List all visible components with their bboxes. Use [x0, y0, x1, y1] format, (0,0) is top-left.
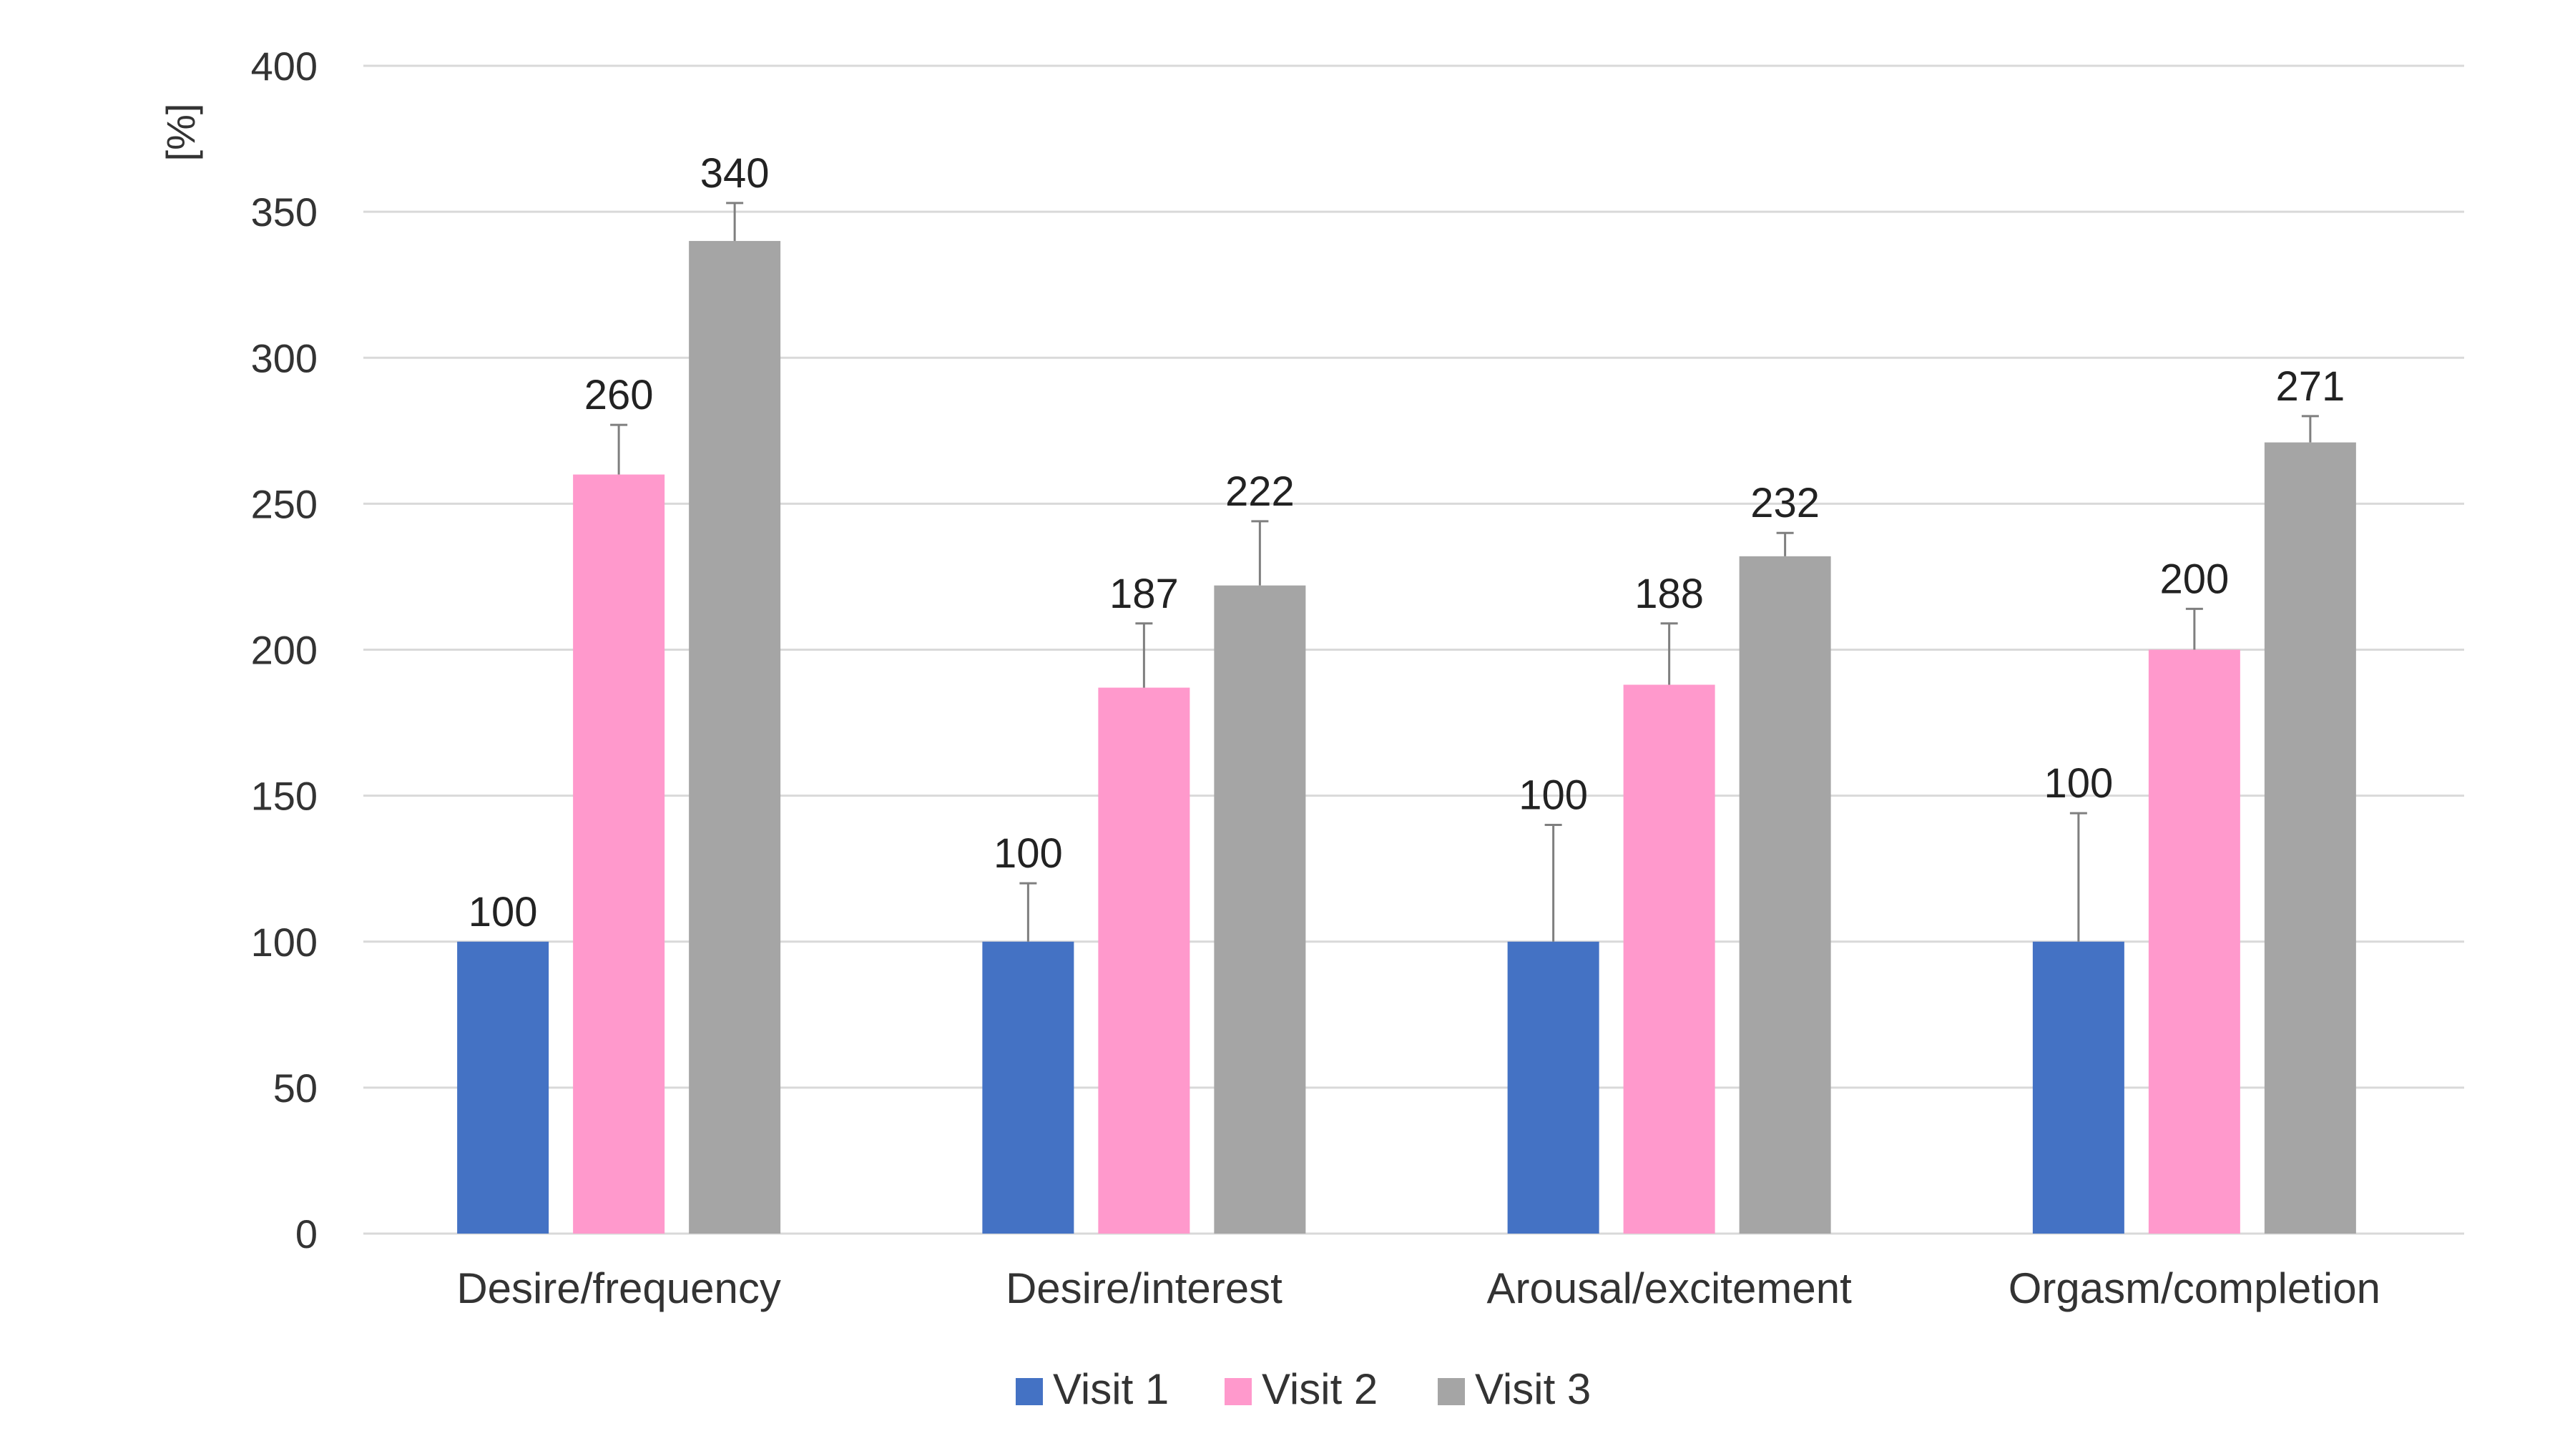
error-bar — [1019, 882, 1037, 942]
bar-3-2 — [1214, 585, 1306, 1234]
error-bars — [610, 202, 2319, 942]
legend-swatch — [1438, 1378, 1465, 1405]
bar-1-1 — [457, 941, 549, 1234]
data-label: 100 — [1519, 772, 1588, 818]
error-bar — [1544, 823, 1562, 942]
legend-item: Visit 1 — [1016, 1365, 1169, 1413]
bar-3-3 — [1739, 556, 1831, 1234]
y-tick-label: 100 — [251, 920, 318, 965]
y-tick-label: 50 — [273, 1066, 318, 1111]
y-tick-label: 350 — [251, 190, 318, 235]
y-axis-label: [%] — [158, 104, 203, 162]
data-label: 232 — [1750, 480, 1820, 526]
legend-label: Visit 1 — [1053, 1365, 1169, 1413]
bar-2-4 — [2148, 649, 2240, 1234]
legend-item: Visit 2 — [1225, 1365, 1378, 1413]
data-label: 187 — [1109, 571, 1179, 617]
legend-item: Visit 3 — [1438, 1365, 1591, 1413]
legend-swatch — [1225, 1378, 1252, 1405]
x-category-label: Desire/frequency — [456, 1264, 781, 1312]
legend-swatch — [1016, 1378, 1043, 1405]
data-label: 271 — [2275, 363, 2345, 410]
error-bar — [2069, 812, 2087, 942]
legend-label: Visit 3 — [1475, 1365, 1591, 1413]
error-bar — [1135, 622, 1153, 688]
y-tick-label: 400 — [251, 44, 318, 89]
bar-2-2 — [1098, 687, 1190, 1234]
error-bar — [2301, 415, 2319, 443]
y-tick-label: 300 — [251, 335, 318, 380]
data-label: 340 — [700, 150, 770, 197]
bar-1-4 — [2032, 941, 2124, 1234]
error-bar — [1251, 520, 1269, 586]
bar-1-3 — [1507, 941, 1599, 1234]
error-bar — [2185, 607, 2203, 650]
data-label: 200 — [2159, 556, 2229, 602]
x-category-label: Arousal/excitement — [1487, 1264, 1853, 1312]
y-tick-label: 150 — [251, 774, 318, 819]
x-category-label: Desire/interest — [1006, 1264, 1282, 1312]
y-axis-ticks: 0 50 100 150 200 250 300 350 400 — [251, 44, 318, 1256]
y-tick-label: 0 — [295, 1211, 318, 1256]
y-tick-label: 250 — [251, 481, 318, 526]
legend: Visit 1 Visit 2 Visit 3 — [1016, 1365, 1591, 1413]
data-label: 100 — [2044, 760, 2113, 807]
error-bar — [610, 423, 628, 475]
bar-3-1 — [689, 240, 781, 1234]
error-bar — [1776, 531, 1794, 556]
bars — [457, 240, 2356, 1234]
bar-2-3 — [1623, 684, 1715, 1234]
bar-2-1 — [573, 474, 665, 1234]
error-bar — [1660, 622, 1678, 685]
legend-label: Visit 2 — [1262, 1365, 1378, 1413]
y-tick-label: 200 — [251, 628, 318, 673]
x-axis-categories: Desire/frequency Desire/interest Arousal/e… — [456, 1264, 2380, 1312]
data-label: 100 — [469, 889, 538, 935]
data-label: 260 — [584, 372, 654, 418]
data-label: 100 — [994, 830, 1063, 877]
bar-3-4 — [2264, 442, 2356, 1234]
data-label: 188 — [1634, 571, 1704, 617]
error-bar — [726, 202, 744, 241]
x-category-label: Orgasm/completion — [2009, 1264, 2380, 1312]
data-label: 222 — [1225, 468, 1295, 515]
bar-1-2 — [982, 941, 1074, 1234]
data-labels: 100 260 340 100 187 222 100 188 232 100 200 271 — [469, 150, 2345, 935]
